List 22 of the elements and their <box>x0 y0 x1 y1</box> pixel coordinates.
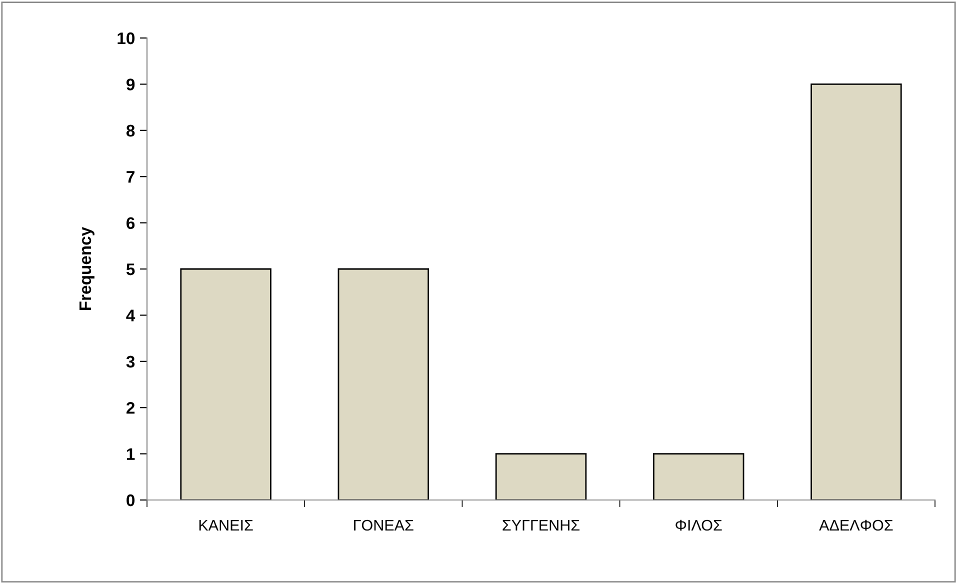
bar <box>338 268 430 500</box>
y-tick-label: 5 <box>126 264 135 276</box>
y-tick-label: 0 <box>126 494 135 506</box>
y-tick-label: 3 <box>126 356 135 368</box>
y-tick-label: 4 <box>126 310 136 322</box>
y-tick-label: 2 <box>126 402 135 414</box>
y-tick-label: 7 <box>126 171 134 183</box>
x-tick-label: ΓΟΝΕΑΣ <box>354 520 414 531</box>
x-tick-label: ΣΥΓΓΕΝΗΣ <box>502 520 580 531</box>
y-tick-label: 9 <box>126 78 135 90</box>
y-tick-label: 10 <box>118 32 135 44</box>
bar <box>495 453 587 500</box>
x-tick-label: ΚΑΝΕΙΣ <box>199 520 253 531</box>
bar <box>810 84 902 500</box>
bar <box>652 453 744 500</box>
x-tick-label: ΑΔΕΛΦΟΣ <box>819 520 893 531</box>
bar <box>180 268 272 500</box>
y-axis-title: Frequency <box>80 226 94 310</box>
x-tick-label: ΦΙΛΟΣ <box>676 520 722 531</box>
y-tick-label: 1 <box>126 448 135 460</box>
y-tick-label: 8 <box>126 124 135 137</box>
y-tick-label: 6 <box>126 217 135 230</box>
